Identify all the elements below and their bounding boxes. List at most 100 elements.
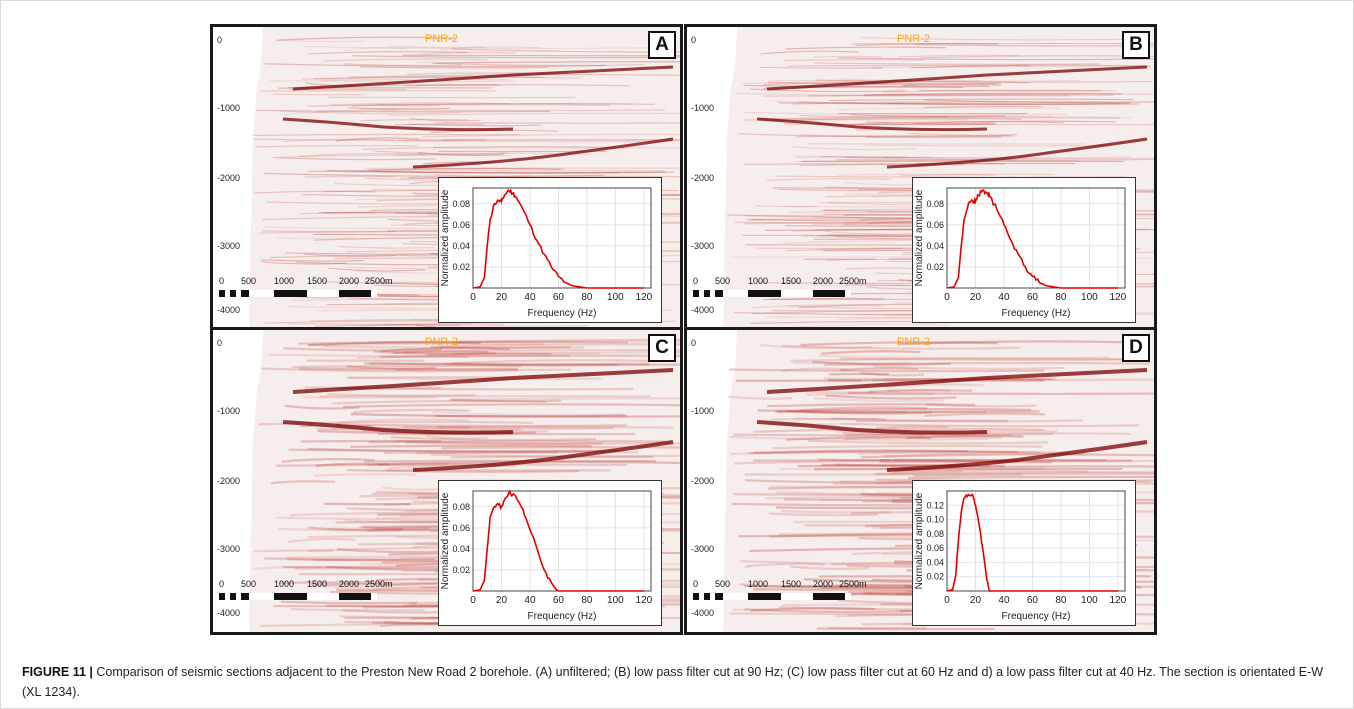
x-axis-label: Frequency (Hz) bbox=[1002, 308, 1071, 319]
seismic-trace bbox=[335, 137, 420, 142]
section-edge-mask bbox=[213, 330, 263, 632]
seismic-trace bbox=[753, 449, 969, 454]
seismic-trace bbox=[739, 583, 833, 588]
x-tick-label: 20 bbox=[496, 595, 508, 606]
x-tick-label: 80 bbox=[581, 292, 593, 303]
depth-tick-label: -3000 bbox=[691, 544, 715, 554]
x-axis-label: Frequency (Hz) bbox=[528, 611, 597, 622]
frequency-spectrum-inset: 0 20 40 60 80 100 120 0.02 0.04 0.06 0.08 Frequency… bbox=[438, 177, 662, 323]
seismic-trace bbox=[771, 115, 1053, 120]
seismic-trace bbox=[444, 362, 618, 367]
x-tick-label: 100 bbox=[607, 292, 624, 303]
seismic-trace bbox=[368, 168, 562, 171]
seismic-trace bbox=[769, 512, 879, 517]
seismic-trace bbox=[441, 446, 680, 450]
seismic-trace bbox=[750, 607, 876, 612]
seismic-trace bbox=[882, 89, 1117, 93]
seismic-trace bbox=[738, 133, 1010, 138]
seismic-trace bbox=[287, 537, 356, 544]
depth-tick-label: -4000 bbox=[217, 305, 241, 315]
seismic-trace bbox=[770, 417, 887, 421]
seismic-trace bbox=[452, 48, 680, 53]
seismic-trace bbox=[297, 340, 628, 345]
seismic-trace bbox=[837, 83, 918, 88]
seismic-trace bbox=[303, 46, 648, 50]
y-tick-label: 0.10 bbox=[926, 515, 944, 525]
seismic-trace bbox=[855, 42, 998, 47]
seismic-trace bbox=[255, 145, 418, 148]
seismic-trace bbox=[403, 425, 471, 429]
depth-tick-label: -3000 bbox=[217, 544, 241, 554]
scale-bar-label: 1000 bbox=[748, 276, 769, 286]
x-tick-label: 100 bbox=[1081, 292, 1098, 303]
seismic-trace bbox=[363, 459, 656, 463]
scale-bar-label: 2500m bbox=[839, 276, 867, 286]
scale-bar-label: 0 bbox=[219, 579, 225, 589]
y-tick-label: 0.04 bbox=[926, 241, 944, 251]
seismic-trace bbox=[785, 46, 946, 50]
y-tick-label: 0.06 bbox=[452, 523, 470, 533]
seismic-trace bbox=[385, 324, 589, 327]
spectrum-chart: 0 20 40 60 80 100 120 0.02 0.04 0.06 0.08 Frequency… bbox=[440, 187, 653, 319]
seismic-trace bbox=[753, 427, 1045, 433]
seismic-trace bbox=[432, 60, 680, 65]
seismic-trace bbox=[261, 367, 519, 373]
seismic-trace bbox=[451, 359, 663, 365]
seismic-trace bbox=[861, 36, 1142, 41]
seismic-trace bbox=[346, 468, 580, 473]
seismic-trace bbox=[807, 439, 1048, 445]
x-axis-label: Frequency (Hz) bbox=[1002, 611, 1071, 622]
seismic-trace bbox=[450, 351, 680, 355]
seismic-trace bbox=[452, 338, 680, 344]
seismic-trace bbox=[275, 39, 363, 43]
seismic-trace bbox=[313, 76, 545, 80]
section-edge-mask bbox=[687, 330, 737, 632]
seismic-trace bbox=[314, 324, 460, 328]
seismic-trace bbox=[435, 62, 645, 67]
figure-caption: FIGURE 11 | Comparison of seismic sectio… bbox=[22, 662, 1342, 702]
seismic-trace bbox=[782, 367, 848, 372]
seismic-trace bbox=[850, 114, 1006, 118]
section-edge-mask bbox=[687, 27, 737, 329]
seismic-trace bbox=[348, 107, 450, 110]
seismic-trace bbox=[906, 434, 1024, 439]
seismic-trace bbox=[346, 365, 436, 370]
seismic-trace bbox=[774, 410, 906, 414]
seismic-trace bbox=[303, 253, 397, 257]
seismic-trace bbox=[448, 397, 680, 401]
seismic-trace bbox=[369, 102, 632, 106]
depth-tick-label: -3000 bbox=[217, 241, 241, 251]
spectrum-series-line bbox=[946, 189, 1118, 289]
seismic-trace bbox=[774, 100, 951, 104]
scale-bar-segment bbox=[813, 290, 845, 297]
seismic-trace bbox=[915, 43, 1154, 47]
depth-tick-label: -4000 bbox=[691, 305, 715, 315]
seismic-trace bbox=[872, 66, 1120, 69]
seismic-trace bbox=[288, 448, 616, 453]
seismic-trace bbox=[869, 82, 1001, 85]
seismic-trace bbox=[359, 525, 430, 530]
seismic-trace bbox=[795, 417, 877, 421]
scale-bar-segment bbox=[230, 290, 236, 297]
seismic-trace bbox=[799, 134, 921, 138]
seismic-trace bbox=[762, 297, 885, 301]
seismic-trace bbox=[925, 403, 1036, 408]
seismic-trace bbox=[729, 368, 1045, 373]
plot-area bbox=[946, 490, 1126, 592]
seismic-trace bbox=[893, 458, 1154, 463]
seismic-trace bbox=[308, 341, 481, 347]
seismic-trace bbox=[736, 92, 1082, 96]
seismic-trace bbox=[753, 304, 884, 309]
seismic-trace bbox=[332, 399, 547, 405]
x-tick-label: 100 bbox=[1081, 595, 1098, 606]
seismic-trace bbox=[425, 434, 488, 440]
seismic-reflector bbox=[412, 137, 674, 169]
scale-bar-label: 2500m bbox=[839, 579, 867, 589]
seismic-trace bbox=[304, 175, 395, 178]
panel-letter: C bbox=[648, 334, 676, 362]
scale-bar-segment bbox=[230, 593, 236, 600]
seismic-trace bbox=[335, 423, 627, 428]
seismic-trace bbox=[297, 153, 427, 157]
seismic-trace bbox=[816, 627, 995, 631]
seismic-trace bbox=[277, 36, 457, 41]
